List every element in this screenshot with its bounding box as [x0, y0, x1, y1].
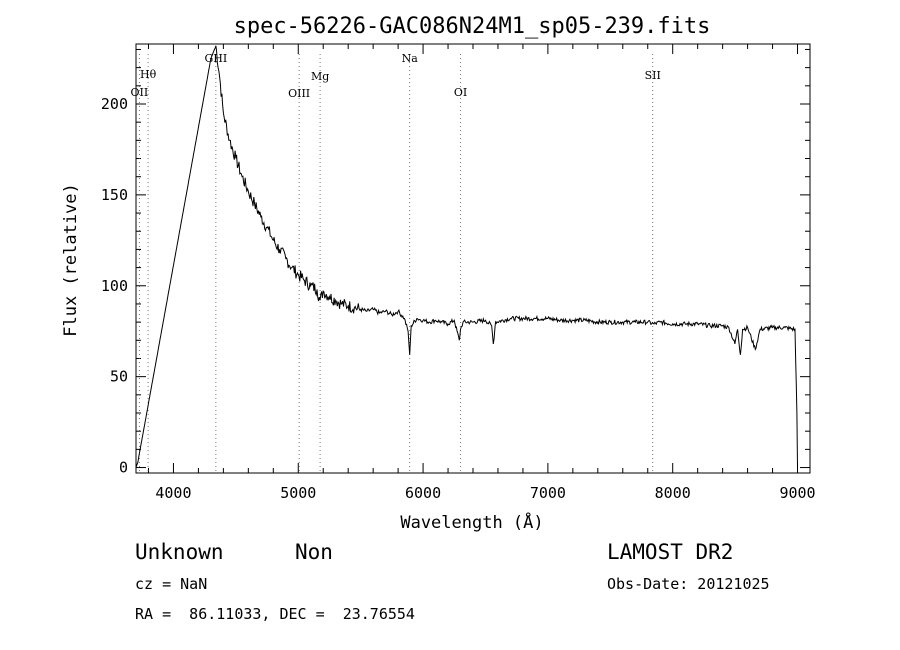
- spectral-line-label: OII: [131, 86, 149, 99]
- spectrum-line: [135, 45, 798, 468]
- y-tick-label: 150: [101, 186, 128, 204]
- x-tick-label: 6000: [405, 484, 441, 502]
- spectral-line-label: Hθ: [140, 68, 157, 81]
- x-tick-label: 5000: [280, 484, 316, 502]
- y-tick-label: 50: [110, 368, 128, 386]
- coordinates: RA = 86.11033, DEC = 23.76554: [135, 605, 415, 623]
- x-axis-label: Wavelength (Å): [400, 511, 543, 533]
- spectral-line-label: Mg: [311, 70, 329, 83]
- spectral-line-label: GHI: [205, 52, 228, 65]
- x-tick-label: 7000: [530, 484, 566, 502]
- survey-name: LAMOST DR2: [607, 540, 734, 564]
- plot-axes: 4000 5000 6000 7000 8000 9000 0 50 100 150 200: [101, 43, 816, 502]
- chart-title: spec-56226-GAC086N24M1_sp05-239.fits: [234, 14, 711, 39]
- spectral-line-label: OIII: [288, 87, 310, 100]
- y-tick-label: 0: [119, 459, 128, 477]
- spectral-line-label: OI: [454, 86, 467, 99]
- redshift-value: cz = NaN: [135, 575, 208, 593]
- y-tick-label: 100: [101, 277, 128, 295]
- y-tick-label: 200: [101, 95, 128, 113]
- observation-date: Obs-Date: 20121025: [607, 575, 770, 593]
- x-tick-label: 4000: [155, 484, 191, 502]
- x-tick-label: 8000: [655, 484, 691, 502]
- spectral-line-label: SII: [645, 69, 661, 82]
- object-class: Unknown: [135, 540, 224, 564]
- y-axis-label: Flux (relative): [61, 183, 81, 337]
- spectral-line-label: Na: [402, 52, 419, 65]
- object-subclass: Non: [295, 540, 333, 564]
- x-tick-label: 9000: [779, 484, 815, 502]
- plot-frame: [135, 43, 811, 474]
